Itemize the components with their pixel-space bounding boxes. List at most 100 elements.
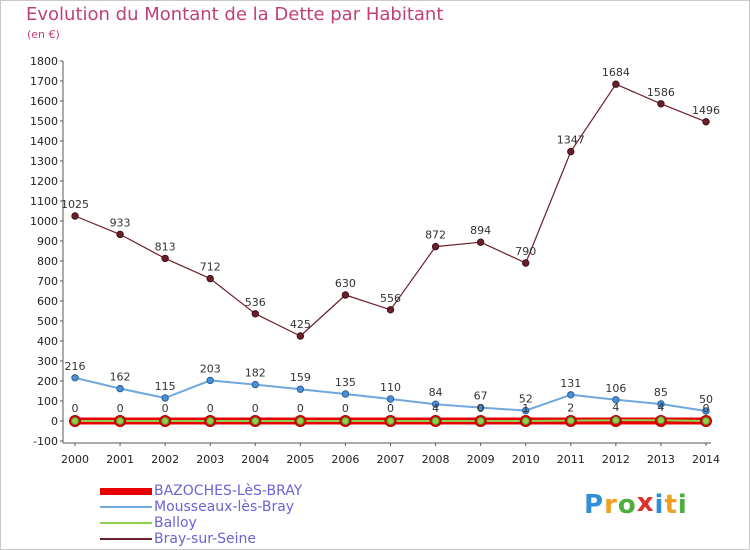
x-tick-label: 2001 <box>106 453 134 466</box>
marker-bray <box>116 230 124 239</box>
marker-balloy <box>71 417 79 425</box>
legend-swatch-mousseaux <box>100 506 152 508</box>
data-label-3: 556 <box>380 292 401 305</box>
marker-balloy <box>386 417 395 425</box>
marker-balloy <box>251 417 260 425</box>
data-label-1: 106 <box>605 382 626 395</box>
marker-balloy <box>161 417 170 425</box>
marker-bray <box>206 274 214 283</box>
data-label-3: 630 <box>335 277 356 290</box>
y-tick-label: 1500 <box>30 115 58 128</box>
data-label-1: 67 <box>474 390 488 403</box>
data-label-1: 84 <box>429 386 443 399</box>
marker-balloy <box>656 416 665 425</box>
legend-label-mousseaux: Mousseaux-lès-Bray <box>154 499 295 515</box>
marker-balloy <box>476 417 485 425</box>
marker-bray <box>71 212 79 220</box>
chart-subtitle: (en €) <box>27 28 60 41</box>
y-tick-label: 600 <box>37 295 58 308</box>
data-label-3: 894 <box>470 224 491 237</box>
logo-letter: t <box>664 490 678 520</box>
legend-label-bazoches: BAZOCHES-LèS-BRAY <box>154 483 303 499</box>
x-tick-label: 2004 <box>241 453 269 466</box>
x-tick-label: 2011 <box>557 453 585 466</box>
marker-mousseaux <box>522 406 530 415</box>
data-label-1: 203 <box>200 362 221 375</box>
data-label-1: 182 <box>245 367 266 380</box>
marker-mousseaux <box>567 391 575 399</box>
marker-balloy <box>521 417 530 425</box>
proxiti-logo: Proxiti <box>584 488 688 520</box>
x-tick-label: 2003 <box>196 453 224 466</box>
y-tick-label: -100 <box>33 435 58 448</box>
marker-balloy <box>341 417 350 425</box>
legend-swatch-bray <box>100 538 152 540</box>
data-label-3: 933 <box>110 216 131 229</box>
data-label-1: 216 <box>65 360 86 373</box>
marker-mousseaux <box>206 376 214 385</box>
marker-balloy <box>431 417 440 425</box>
data-label-1: 162 <box>110 371 131 384</box>
y-tick-label: 800 <box>37 255 58 268</box>
data-label-2: 0 <box>252 402 259 415</box>
data-label-1: 131 <box>560 377 581 390</box>
marker-mousseaux <box>612 396 620 404</box>
data-label-3: 425 <box>290 318 311 331</box>
y-tick-label: 900 <box>37 235 58 248</box>
y-tick-label: 1600 <box>30 95 58 108</box>
marker-mousseaux <box>71 374 79 382</box>
x-tick-label: 2002 <box>151 453 179 466</box>
x-tick-label: 2008 <box>422 453 450 466</box>
data-label-3: 872 <box>425 229 446 242</box>
x-tick-label: 2006 <box>331 453 359 466</box>
marker-mousseaux <box>251 380 259 389</box>
marker-balloy <box>116 417 125 425</box>
data-label-1: 50 <box>699 393 713 406</box>
y-tick-label: 1200 <box>30 175 58 188</box>
data-label-3: 712 <box>200 261 221 274</box>
y-tick-label: 1800 <box>30 55 58 68</box>
data-label-2: 0 <box>387 402 394 415</box>
marker-mousseaux <box>116 384 124 393</box>
chart-title: Evolution du Montant de la Dette par Hab… <box>26 4 444 25</box>
x-tick-label: 2007 <box>377 453 405 466</box>
marker-bray <box>161 254 169 263</box>
y-tick-label: 200 <box>37 375 58 388</box>
marker-mousseaux <box>702 407 710 415</box>
data-label-3: 1684 <box>602 66 630 79</box>
data-label-2: 4 <box>432 402 439 415</box>
y-tick-label: 0 <box>51 415 58 428</box>
data-label-2: 0 <box>207 402 214 415</box>
data-label-2: 4 <box>657 401 664 414</box>
y-tick-label: 400 <box>37 335 58 348</box>
marker-bray <box>476 238 485 246</box>
marker-mousseaux <box>296 385 305 393</box>
marker-bray <box>612 80 620 88</box>
x-tick-label: 2005 <box>286 453 314 466</box>
logo-letter: i <box>677 490 688 520</box>
marker-balloy <box>702 417 710 425</box>
marker-bray <box>702 118 710 126</box>
data-label-2: 2 <box>567 402 574 415</box>
data-label-1: 115 <box>155 380 176 393</box>
legend-swatch-balloy <box>100 522 152 524</box>
logo-letter: x <box>636 488 655 518</box>
marker-bray <box>341 291 350 299</box>
marker-balloy <box>566 416 575 425</box>
x-tick-label: 2000 <box>61 453 89 466</box>
y-tick-label: 500 <box>37 315 58 328</box>
marker-bray <box>251 310 259 318</box>
data-label-2: 0 <box>477 402 484 415</box>
data-label-3: 1025 <box>61 198 89 211</box>
y-tick-label: 100 <box>37 395 58 408</box>
y-tick-label: 300 <box>37 355 58 368</box>
logo-letter: r <box>604 490 618 520</box>
marker-mousseaux <box>431 400 440 408</box>
x-tick-label: 2014 <box>692 453 720 466</box>
y-tick-label: 1100 <box>30 195 58 208</box>
data-label-1: 135 <box>335 376 356 389</box>
marker-bray <box>567 147 575 156</box>
data-label-2: 0 <box>297 402 304 415</box>
line-chart: -100010020030040050060070080090010001100… <box>30 55 720 466</box>
